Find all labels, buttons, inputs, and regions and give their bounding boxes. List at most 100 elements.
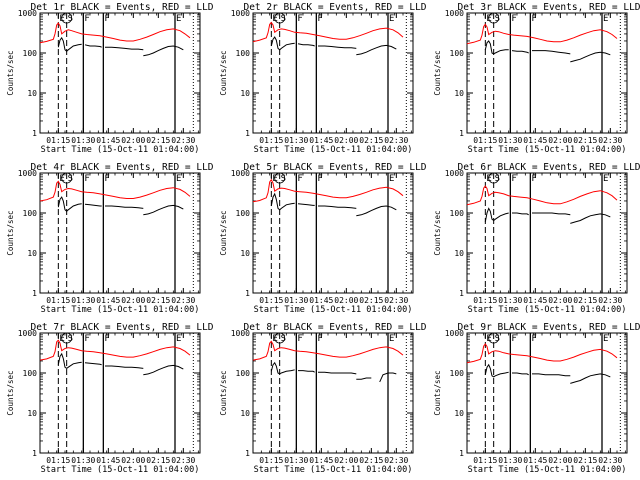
y-tick-label: 10 — [240, 89, 250, 98]
events-series-line — [270, 361, 295, 375]
plot-frame — [252, 332, 414, 454]
events-series-line — [379, 372, 397, 383]
panel-title: Det 3r BLACK = Events, RED = LLD — [457, 2, 640, 13]
events-series-line — [143, 45, 184, 57]
y-tick-label: 100 — [450, 209, 465, 218]
y-tick-label: 1 — [245, 449, 250, 458]
x-tick-label: 01:15 — [473, 296, 497, 305]
panel-title: Det 7r BLACK = Events, RED = LLD — [30, 322, 213, 333]
marker-circle — [488, 172, 500, 184]
event-marker-label: E — [389, 174, 394, 184]
event-marker-label: F — [104, 174, 109, 184]
y-tick-label: 1000 — [18, 329, 37, 338]
lld-series-line — [252, 340, 404, 361]
events-series-line — [57, 36, 82, 52]
x-tick-label: 02:30 — [384, 136, 408, 145]
panel-title: Det 6r BLACK = Events, RED = LLD — [457, 162, 640, 173]
y-tick-label: 100 — [450, 49, 465, 58]
x-tick-label: 01:45 — [96, 296, 120, 305]
x-axis-label: Start Time (15-Oct-11 01:04:00) — [468, 145, 627, 155]
y-axis-label: Counts/sec — [219, 210, 228, 255]
x-tick-label: 02:00 — [121, 296, 145, 305]
x-tick-label: 02:00 — [548, 456, 572, 465]
events-series-line — [511, 50, 529, 54]
y-tick-label: 1 — [32, 449, 37, 458]
x-tick-label: 01:15 — [473, 136, 497, 145]
events-series-line — [143, 364, 184, 376]
x-tick-label: 02:00 — [334, 456, 358, 465]
x-tick-label: 01:45 — [96, 456, 120, 465]
x-axis-label: Start Time (15-Oct-11 01:04:00) — [254, 465, 413, 475]
events-series-line — [532, 50, 571, 55]
y-tick-label: 100 — [450, 369, 465, 378]
y-axis-label: Counts/sec — [219, 370, 228, 415]
event-marker-label: F — [317, 174, 322, 184]
y-tick-label: 1000 — [231, 169, 250, 178]
y-axis-label: Counts/sec — [6, 210, 15, 255]
y-tick-label: 100 — [23, 49, 38, 58]
lld-series-line — [252, 178, 404, 203]
x-tick-label: 02:30 — [384, 296, 408, 305]
event-marker-label: S — [68, 334, 73, 344]
events-series-line — [297, 203, 315, 206]
plot-frame — [39, 172, 201, 294]
y-tick-label: 10 — [27, 89, 37, 98]
plot-frame — [466, 12, 628, 134]
y-axis-label: Counts/sec — [433, 370, 442, 415]
x-axis-label: Start Time (15-Oct-11 01:04:00) — [468, 465, 627, 475]
marker-circle — [61, 172, 73, 184]
events-series-line — [532, 212, 571, 216]
y-axis-label: Counts/sec — [433, 50, 442, 95]
detector-panel: Det 6r BLACK = Events, RED = LLD 1 10 100 10… — [433, 162, 640, 315]
x-tick-label: 01:30 — [284, 296, 308, 305]
x-axis-label: Start Time (15-Oct-11 01:04:00) — [468, 305, 627, 315]
y-tick-label: 1000 — [445, 329, 464, 338]
plot-frame — [39, 332, 201, 454]
y-tick-label: 1000 — [445, 9, 464, 18]
x-tick-label: 01:45 — [523, 136, 547, 145]
y-tick-label: 10 — [240, 249, 250, 258]
x-tick-label: 02:30 — [598, 296, 622, 305]
events-series-line — [84, 44, 102, 48]
y-tick-label: 100 — [236, 369, 251, 378]
panel-title: Det 2r BLACK = Events, RED = LLD — [243, 2, 426, 13]
detector-panel: Det 4r BLACK = Events, RED = LLD 1 10 100 10… — [6, 162, 214, 315]
x-tick-label: 02:15 — [573, 136, 597, 145]
y-tick-label: 1000 — [445, 169, 464, 178]
y-tick-label: 100 — [23, 209, 38, 218]
detector-panel: Det 9r BLACK = Events, RED = LLD 1 10 100 10… — [433, 322, 640, 475]
event-marker-label: F — [511, 174, 516, 184]
marker-circle — [274, 332, 286, 344]
y-tick-label: 1 — [32, 289, 37, 298]
panel-title: Det 9r BLACK = Events, RED = LLD — [457, 322, 640, 333]
y-tick-label: 1 — [245, 129, 250, 138]
y-axis-label: Counts/sec — [6, 370, 15, 415]
y-tick-label: 10 — [454, 249, 464, 258]
plot-frame — [252, 12, 414, 134]
events-series-line — [356, 205, 397, 217]
x-tick-label: 02:30 — [171, 136, 195, 145]
x-tick-label: 01:30 — [498, 296, 522, 305]
panel-title: Det 8r BLACK = Events, RED = LLD — [243, 322, 426, 333]
events-series-line — [356, 377, 372, 380]
events-series-line — [512, 212, 529, 216]
event-marker-label: E — [389, 14, 394, 24]
x-tick-label: 01:30 — [71, 296, 95, 305]
y-tick-label: 100 — [23, 369, 38, 378]
event-marker-label: F — [84, 174, 89, 184]
event-marker-label: S — [68, 174, 73, 184]
x-tick-label: 02:00 — [121, 456, 145, 465]
y-tick-label: 10 — [27, 249, 37, 258]
x-tick-label: 02:15 — [573, 456, 597, 465]
x-tick-label: 02:15 — [359, 456, 383, 465]
x-tick-label: 01:30 — [284, 456, 308, 465]
x-tick-label: 01:45 — [523, 456, 547, 465]
y-tick-label: 1 — [245, 289, 250, 298]
events-series-line — [356, 44, 397, 56]
y-tick-label: 1000 — [18, 169, 37, 178]
y-tick-label: 1 — [459, 289, 464, 298]
panel-title: Det 1r BLACK = Events, RED = LLD — [30, 2, 213, 13]
x-axis-label: Start Time (15-Oct-11 01:04:00) — [254, 145, 413, 155]
y-axis-label: Counts/sec — [433, 210, 442, 255]
detector-panel: Det 2r BLACK = Events, RED = LLD 1 10 100 10… — [219, 2, 427, 155]
